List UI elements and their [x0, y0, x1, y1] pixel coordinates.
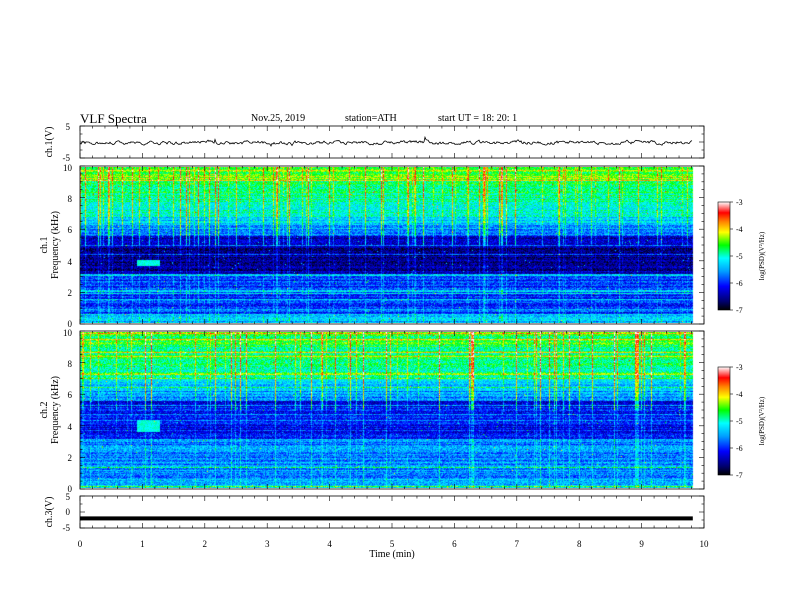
ch2-cbar-tick-m5: -5 — [736, 417, 743, 426]
ch2-ytick-8: 8 — [68, 359, 73, 369]
ch2-ytick-2: 2 — [68, 453, 73, 463]
ch1-frequency-label: Frequency (kHz) — [50, 211, 61, 279]
x-tick-label: 8 — [577, 539, 582, 549]
ch3-ytick-mid: 0 — [66, 507, 71, 517]
ch1-ytick-top: 5 — [66, 122, 71, 132]
ch3-waveform-ylabel: ch.3(V) — [44, 497, 55, 528]
ch1-ytick-bottom: -5 — [63, 153, 71, 163]
x-tick-label: 1 — [140, 539, 145, 549]
ch1-cbar-tick-m7: -7 — [736, 306, 743, 315]
ch2-cbar-tick-m3: -3 — [736, 363, 743, 372]
ch2-cbar-tick-m7: -7 — [736, 471, 743, 480]
ch2-frequency-label: Frequency (kHz) — [50, 376, 61, 444]
ch1-cbar-tick-m3: -3 — [736, 198, 743, 207]
station-label: station=ATH — [345, 113, 397, 124]
ch1-waveform-ylabel: ch.1(V) — [44, 127, 55, 158]
ch1-waveform-ticks — [79, 125, 705, 159]
ch2-ytick-6: 6 — [68, 390, 73, 400]
start-time-label: start UT = 18: 20: 1 — [438, 113, 518, 124]
ch1-waveform-panel: 5 -5 ch.1(V) — [44, 122, 705, 163]
ch2-cbar-tick-m4: -4 — [736, 390, 743, 399]
ch1-ytick-0: 0 — [68, 319, 73, 329]
time-axis-labels: 0 1 2 3 4 5 6 7 8 9 10 — [78, 539, 709, 549]
time-axis-title: Time (min) — [369, 549, 414, 560]
ch1-colorbar: -3 -4 -5 -6 -7 log(PSD)(V²/Hz) — [717, 198, 766, 315]
ch1-colorbar-label: log(PSD)(V²/Hz) — [758, 231, 766, 280]
ch3-ytick-top: 5 — [66, 492, 71, 502]
x-tick-label: 2 — [203, 539, 208, 549]
x-tick-label: 4 — [327, 539, 332, 549]
ch1-colorbar-gradient — [717, 201, 731, 311]
ch1-ytick-2: 2 — [68, 288, 73, 298]
ch1-spectrogram-panel: 10 8 6 4 2 0 ch.1 Frequency (kHz) — [39, 163, 705, 329]
ch2-colorbar: -3 -4 -5 -6 -7 log(PSD)(V²/Hz) — [717, 363, 766, 480]
ch1-ytick-4: 4 — [68, 257, 73, 267]
ch2-ytick-0: 0 — [68, 484, 73, 494]
ch1-cbar-tick-m6: -6 — [736, 279, 743, 288]
ch1-waveform-line — [79, 135, 693, 147]
ch3-waveform-panel: 5 0 -5 ch.3(V) 0 1 2 3 4 5 6 7 8 9 10 Time (min) — [44, 492, 709, 560]
x-tick-label: 5 — [390, 539, 395, 549]
ch2-spectrogram-panel: 10 8 6 4 2 0 ch.2 Frequency (kHz) — [39, 328, 705, 494]
date-label: Nov.25, 2019 — [251, 113, 306, 124]
ch2-spectrogram-image — [80, 332, 694, 488]
ch1-cbar-tick-m4: -4 — [736, 225, 743, 234]
ch3-ytick-bottom: -5 — [63, 523, 71, 533]
ch2-colorbar-label: log(PSD)(V²/Hz) — [758, 396, 766, 445]
ch3-waveform-line — [80, 516, 693, 521]
ch1-spectrogram-ticks — [79, 165, 705, 325]
ch2-spectrogram-ticks — [79, 330, 705, 490]
ch1-ytick-8: 8 — [68, 194, 73, 204]
ch2-spectrogram-frame — [79, 330, 705, 490]
x-tick-label: 10 — [700, 539, 710, 549]
ch2-cbar-tick-m6: -6 — [736, 444, 743, 453]
x-tick-label: 3 — [265, 539, 270, 549]
ch1-spectrogram-image — [80, 167, 694, 323]
ch2-ytick-4: 4 — [68, 422, 73, 432]
figure-title: VLF Spectra — [80, 111, 147, 126]
ch2-colorbar-gradient — [717, 366, 731, 476]
ch1-cbar-tick-m5: -5 — [736, 252, 743, 261]
ch2-ytick-10: 10 — [63, 328, 73, 338]
x-tick-label: 6 — [452, 539, 457, 549]
ch1-spectrogram-frame — [79, 165, 705, 325]
ch2-channel-label: ch.2 — [39, 402, 50, 419]
x-tick-label: 0 — [78, 539, 83, 549]
x-tick-label: 7 — [515, 539, 520, 549]
ch2-colorbar-ticks — [730, 366, 733, 476]
x-tick-label: 9 — [639, 539, 644, 549]
ch1-ytick-10: 10 — [63, 163, 73, 173]
ch1-colorbar-ticks — [730, 201, 733, 311]
ch1-channel-label: ch.1 — [39, 237, 50, 254]
ch1-ytick-6: 6 — [68, 225, 73, 235]
ch3-waveform-ticks — [79, 495, 705, 529]
